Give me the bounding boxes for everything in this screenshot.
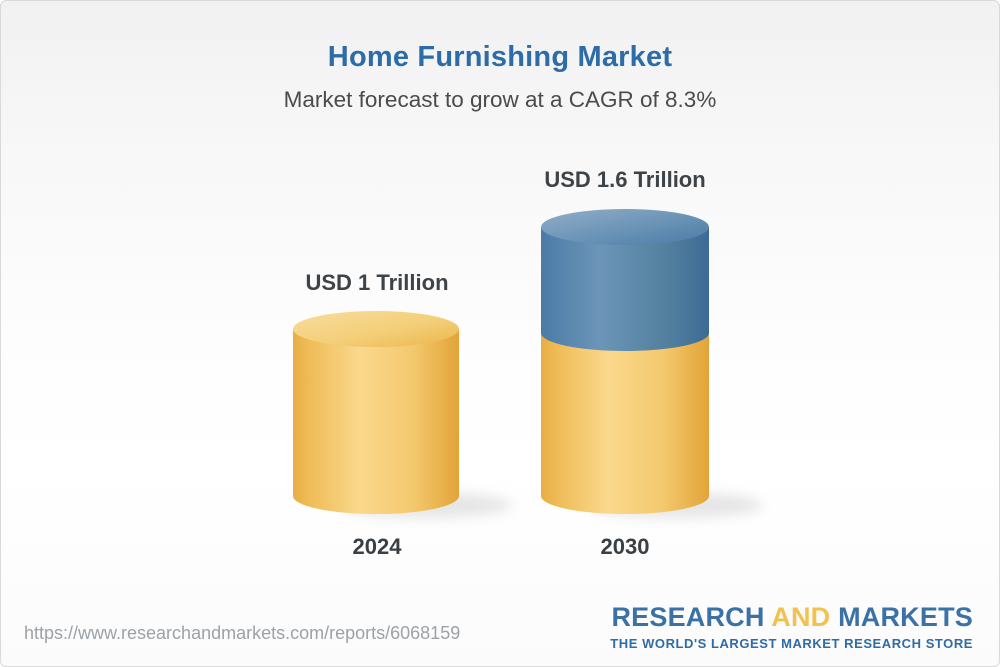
page-subtitle: Market forecast to grow at a CAGR of 8.3… (283, 87, 717, 112)
logo-word-and: AND (771, 602, 831, 632)
page-title: Home Furnishing Market (327, 41, 673, 73)
bar-2030-top-cap (541, 209, 709, 245)
bar-2024-top-cap (293, 311, 459, 347)
brand-logo: RESEARCH AND MARKETS THE WORLD'S LARGEST… (610, 602, 973, 651)
logo-word-research: RESEARCH (611, 602, 765, 632)
logo-word-markets: MARKETS (838, 602, 973, 632)
bar-2024-body (293, 329, 459, 514)
bar-2030-growth-segment (541, 227, 709, 351)
category-label-2030: 2030 (600, 534, 650, 559)
value-label-2024: USD 1 Trillion (305, 270, 449, 295)
category-label-2024: 2024 (352, 534, 402, 559)
logo-tagline: THE WORLD'S LARGEST MARKET RESEARCH STOR… (610, 636, 973, 651)
report-url: https://www.researchandmarkets.com/repor… (24, 623, 461, 643)
bar-2030-base-segment (541, 333, 709, 514)
value-label-2030: USD 1.6 Trillion (544, 167, 706, 192)
logo-wordmark: RESEARCH AND MARKETS (610, 602, 973, 633)
